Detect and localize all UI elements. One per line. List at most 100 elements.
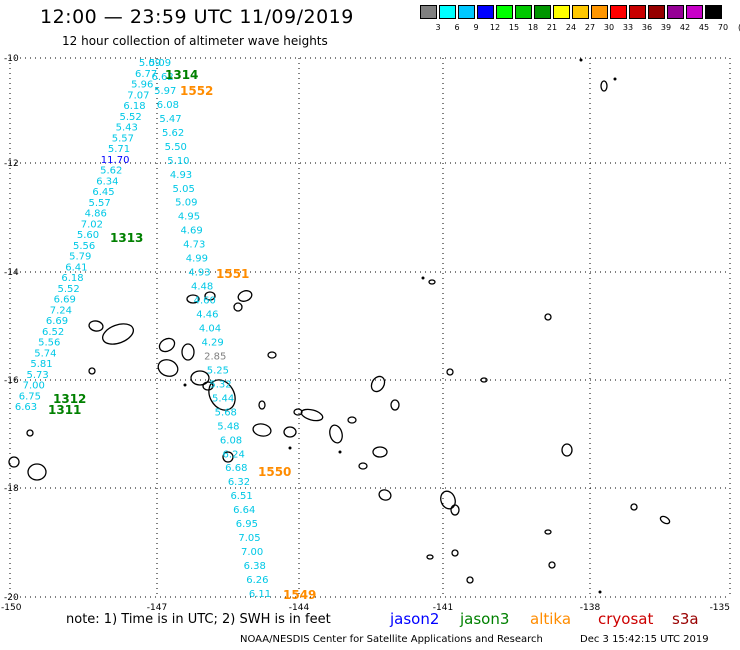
track-value: 5.74	[34, 348, 56, 359]
track-value: 6.38	[244, 561, 266, 572]
track-value: 4.86	[85, 209, 107, 220]
grid-lines	[9, 57, 731, 598]
track-value: 5.56	[73, 241, 95, 252]
track-value: 6.32	[228, 477, 250, 488]
island-outline	[186, 294, 200, 304]
island-dot	[288, 446, 292, 450]
island-outline	[158, 337, 176, 353]
track-value: 6.45	[92, 187, 114, 198]
track-value: 6.63	[15, 402, 37, 413]
track-value: 5.25	[207, 365, 229, 376]
satellite-name-jason3: jason3	[460, 610, 510, 628]
island-outline	[27, 463, 47, 481]
color-swatch	[439, 5, 456, 19]
color-scale-label: 6	[454, 23, 460, 32]
color-scale-label: 24	[565, 23, 577, 32]
color-swatch	[420, 5, 437, 19]
track-id-label: 1313	[110, 231, 143, 245]
longitude-tick-label: -138	[580, 603, 601, 613]
track-value: 4.93	[170, 170, 192, 181]
generated-timestamp: Dec 3 15:42:15 UTC 2019	[580, 634, 709, 645]
color-scale-label: 36	[641, 23, 653, 32]
track-value: 4.60	[194, 296, 216, 307]
latitude-tick-label: -16	[4, 376, 19, 386]
track-value: 6.69	[54, 295, 76, 306]
satellite-name-s3a: s3a	[672, 610, 699, 628]
color-swatch	[686, 5, 703, 19]
track-value: 7.00	[23, 381, 45, 392]
track-id-label: 1312	[53, 392, 86, 406]
color-swatch	[705, 5, 722, 19]
island-outline	[451, 549, 459, 557]
island-outline	[204, 291, 216, 301]
track-value: 6.62	[151, 72, 173, 83]
track-value: 5.52	[119, 112, 141, 123]
island-outline	[258, 400, 266, 410]
track-value: 4.04	[199, 324, 221, 335]
island-outline	[426, 554, 434, 560]
color-swatch	[477, 5, 494, 19]
track-value: 6.18	[123, 101, 145, 112]
track-id-label: 1550	[258, 465, 291, 479]
island-outline	[208, 379, 236, 411]
track-value: 6.52	[42, 327, 64, 338]
track-id-label: 1551	[216, 267, 249, 281]
longitude-tick-label: -147	[147, 603, 167, 613]
track-value: 5.62	[100, 166, 122, 177]
island-outline	[358, 462, 368, 470]
island-outline	[378, 489, 392, 501]
track-value: 5.57	[112, 133, 134, 144]
color-scale-unit: (ft)	[732, 23, 740, 32]
color-swatch	[496, 5, 513, 19]
island-outline	[548, 561, 556, 569]
track-id-label: 1314	[165, 68, 198, 82]
color-swatch	[648, 5, 665, 19]
track-value: 6.41	[65, 262, 87, 273]
track-value: 5.10	[167, 156, 189, 167]
track-value: 6.64	[233, 505, 255, 516]
island-outline	[293, 408, 303, 416]
color-scale-label: 30	[603, 23, 615, 32]
color-scale-label: 18	[527, 23, 539, 32]
island-outline	[267, 351, 277, 359]
latitude-tick-label: -10	[4, 54, 19, 64]
color-swatch	[591, 5, 608, 19]
track-id-label: 1549	[283, 588, 316, 602]
color-swatch	[610, 5, 627, 19]
longitude-tick-label: -144	[289, 603, 310, 613]
track-value: 5.48	[217, 421, 239, 432]
track-id-label: 1311	[48, 403, 81, 417]
island-outline	[202, 381, 214, 391]
track-value: 7.05	[238, 533, 260, 544]
island-outline	[347, 416, 357, 424]
track-value: 4.93	[188, 268, 210, 279]
latitude-tick-label: -18	[4, 484, 19, 494]
track-value: 5.73	[26, 370, 48, 381]
island-outline	[370, 375, 386, 393]
satellite-name-cryosat: cryosat	[598, 610, 654, 628]
color-scale-label: 9	[473, 23, 479, 32]
track-value: 4.99	[186, 254, 208, 265]
island-outline	[157, 359, 179, 377]
track-value: 7.07	[127, 90, 149, 101]
longitude-tick-label: -141	[433, 603, 453, 613]
island-dot	[579, 58, 583, 62]
color-scale-label: 70	[717, 23, 729, 32]
track-value: 5.50	[165, 142, 187, 153]
track-value: 5.96	[131, 80, 153, 91]
island-outline	[428, 279, 436, 285]
island-outline	[88, 320, 104, 332]
track-values: 5.096.775.967.076.185.525.435.575.7111.7…	[15, 58, 271, 600]
island-outline	[222, 451, 234, 463]
track-value: 2.85	[204, 351, 226, 362]
island-outline	[237, 290, 253, 302]
island-outline	[561, 443, 573, 457]
island-dot	[613, 77, 617, 81]
island-outline	[600, 80, 608, 92]
color-scale-label: 15	[508, 23, 520, 32]
color-scale-label: 33	[622, 23, 634, 32]
track-value: 5.60	[77, 230, 99, 241]
track-value: 6.34	[96, 176, 118, 187]
island-outline	[659, 515, 671, 525]
